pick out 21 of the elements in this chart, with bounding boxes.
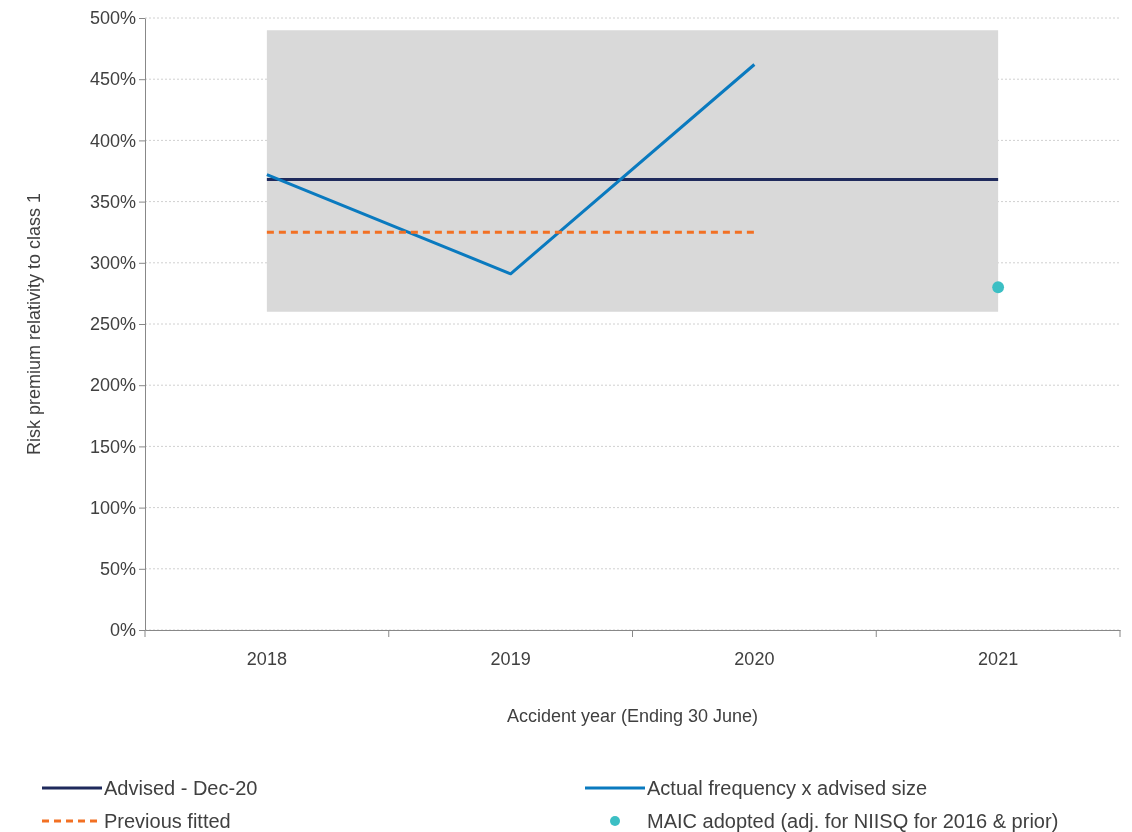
legend-label: Actual frequency x advised size <box>647 777 928 799</box>
x-tick-label: 2021 <box>978 648 1019 669</box>
y-tick-label: 500% <box>89 8 136 29</box>
y-tick-label: 300% <box>89 253 136 274</box>
legend-label: Previous fitted <box>104 810 231 832</box>
y-tick-label: 400% <box>89 130 136 151</box>
y-axis-title: Risk premium relativity to class 1 <box>24 192 44 456</box>
y-tick-label: 0% <box>109 620 136 641</box>
x-tick-label: 2018 <box>246 648 287 669</box>
y-tick-label: 200% <box>89 375 136 396</box>
x-tick-label: 2019 <box>490 648 531 669</box>
y-tick-label: 100% <box>89 497 136 518</box>
y-tick-label: 350% <box>89 191 136 212</box>
legend-label: MAIC adopted (adj. for NIISQ for 2016 & prior) <box>647 810 1059 832</box>
y-tick-label: 250% <box>89 314 136 335</box>
legend-label: Advised - Dec-20 <box>104 777 258 799</box>
y-tick-label: 450% <box>89 69 136 90</box>
y-tick-label: 150% <box>89 436 136 457</box>
y-tick-label: 50% <box>99 559 136 580</box>
x-axis-title: Accident year (Ending 30 June) <box>506 706 759 726</box>
x-tick-label: 2020 <box>734 648 775 669</box>
